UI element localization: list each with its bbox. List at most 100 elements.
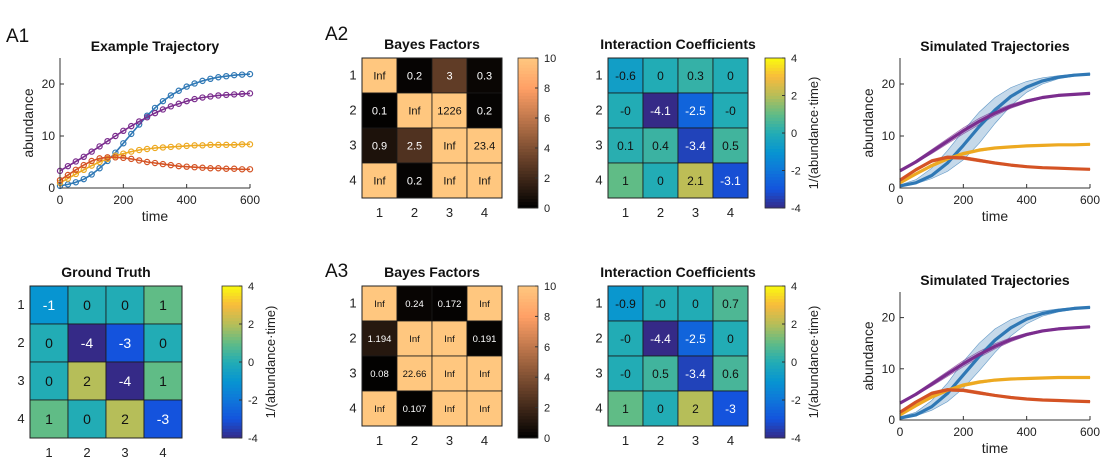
colorbar-segment [222, 422, 242, 426]
colorbar-segment [222, 320, 242, 325]
heatmap-cell [361, 355, 398, 392]
series-3-point [96, 155, 103, 162]
colorbar-segment [765, 179, 785, 184]
cell-label: -4 [81, 335, 94, 351]
heatmap-cell [677, 92, 714, 129]
series-0-point [230, 71, 238, 79]
heatmap-cell [466, 127, 503, 164]
col-label: 4 [727, 433, 734, 448]
row-label: 1 [595, 296, 602, 311]
colorbar-segment [765, 126, 785, 131]
cell-label: 0.107 [403, 404, 427, 415]
series-3-point [183, 163, 190, 170]
series-2-point [159, 144, 167, 151]
colorbar-segment [518, 415, 538, 420]
colorbar-segment [765, 123, 785, 128]
colorbar-segment [518, 64, 538, 68]
cell-label: Inf [373, 175, 386, 187]
colorbar-tick-label: 2 [791, 91, 797, 103]
series-3-point [64, 171, 72, 179]
series-1-point [151, 109, 159, 117]
heatmap-cell [677, 57, 714, 94]
colorbar-segment [518, 320, 538, 325]
colorbar-segment [518, 305, 538, 309]
colorbar-segment [518, 101, 538, 106]
col-label: 1 [622, 433, 629, 448]
colorbar-segment [518, 324, 538, 328]
colorbar-segment [518, 286, 538, 290]
series-3-line [899, 388, 1091, 414]
heatmap-cell [466, 285, 503, 322]
heatmap-cell [466, 92, 503, 129]
heatmap-cell [466, 355, 503, 392]
colorbar-tick-label: -4 [791, 433, 801, 445]
colorbar-segment [222, 371, 242, 376]
colorbar-segment [222, 419, 242, 423]
colorbar-segment [518, 381, 538, 385]
simulated-trajectories-a2-chart: 0 200 400 600 0 10 20 Simulated Trajectories tim… [860, 38, 1100, 224]
series-3-point [88, 157, 95, 165]
colorbar-units-label: 1/(abundance·time) [263, 306, 278, 419]
colorbar-tick-label: 6 [544, 342, 550, 354]
row-label: 2 [349, 331, 356, 346]
cell-label: 0.191 [473, 334, 497, 345]
heatmap-cell [431, 320, 468, 357]
panel-label-a2: A2 [325, 24, 348, 45]
colorbar-segment [222, 292, 242, 296]
colorbar-segment [518, 374, 538, 379]
cell-label: -0 [620, 104, 631, 118]
colorbar-segment [765, 161, 785, 165]
heatmap-cell [431, 57, 468, 94]
series-1-line [59, 92, 251, 172]
cell-label: 0 [727, 69, 734, 83]
x-axis-label: time [142, 208, 169, 224]
cell-label: 0.1 [372, 105, 387, 117]
colorbar-segment [765, 86, 785, 90]
colorbar-segment [765, 308, 785, 312]
x-tick-label: 200 [113, 193, 133, 207]
cell-label: Inf [479, 404, 490, 415]
cell-label: 2.1 [687, 174, 704, 188]
heatmap-cell [396, 320, 433, 357]
colorbar-segment [518, 108, 538, 112]
heatmap-cell [105, 361, 145, 401]
colorbar-segment [222, 431, 242, 436]
row-label: 1 [349, 296, 356, 311]
cell-label: -0.6 [615, 69, 636, 83]
colorbar-segment [765, 419, 785, 423]
colorbar-segment [765, 67, 785, 71]
series-2-point [120, 150, 127, 157]
heatmap-cell [642, 320, 679, 357]
colorbar-segment [765, 387, 785, 391]
cell-label: Inf [443, 140, 456, 152]
heatmap-cell [396, 92, 433, 129]
series-2-point [238, 141, 246, 148]
x-tick-label: 400 [1017, 193, 1037, 207]
series-1-point [135, 118, 143, 125]
cell-label: 0.5 [652, 367, 669, 381]
heatmap-cell [607, 355, 644, 392]
row-label: 2 [349, 103, 356, 118]
colorbar-segment [222, 412, 242, 417]
colorbar-segment [222, 289, 242, 293]
heatmap-cell [143, 285, 183, 325]
cell-label: 1 [45, 411, 53, 427]
colorbar-segment [765, 349, 785, 353]
series-0-point [120, 140, 127, 147]
cell-label: 0.172 [438, 299, 462, 310]
cell-label: -0 [620, 367, 631, 381]
colorbar-segment [518, 164, 538, 168]
heatmap-frame [361, 285, 503, 427]
colorbar-segment [765, 98, 785, 103]
colorbar-segment [222, 301, 242, 306]
interaction-coefficients-a3-heatmap: -0.9 -0 0 0.7 -0 -4.4 -2.5 0 -0 0.5 -3.4 0.6 1 0 2 -3 1 2… [595, 264, 821, 448]
x-tick-label: 600 [1080, 425, 1100, 439]
colorbar-segment [518, 371, 538, 376]
colorbar-tick-label: 0 [248, 357, 254, 369]
colorbar-segment [518, 365, 538, 369]
colorbar-segment [222, 295, 242, 300]
simulated-trajectories-a3-chart: 0 200 400 600 0 10 20 Simulated Trajectories tim… [860, 272, 1100, 456]
colorbar-segment [222, 349, 242, 353]
series-0-point [191, 80, 198, 87]
series-2-point [199, 142, 206, 149]
